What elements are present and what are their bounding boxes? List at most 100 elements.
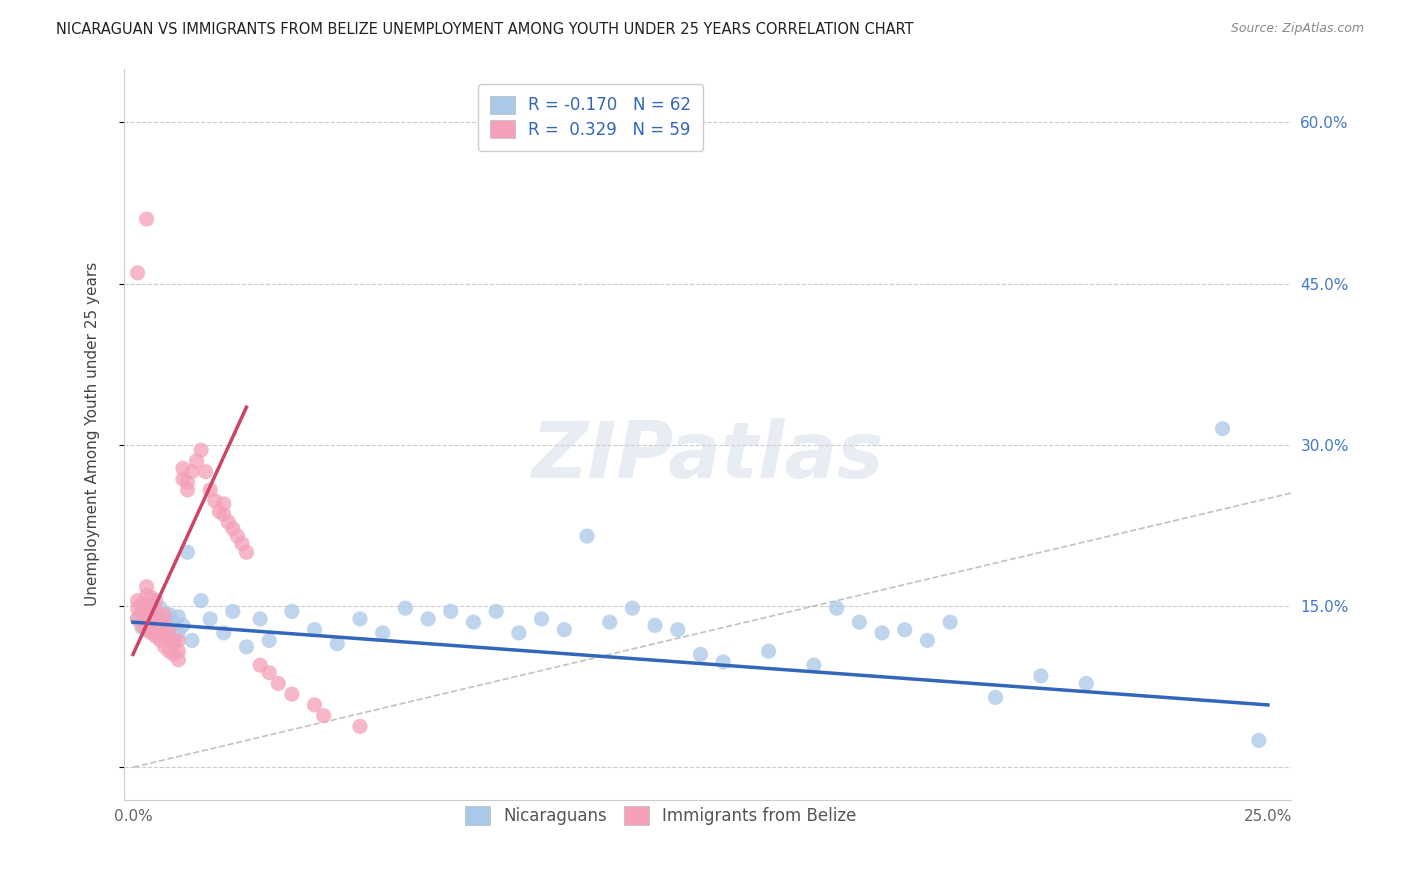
Point [190,443,212,458]
Point [349,612,371,626]
Point [217,515,239,529]
Point [803,658,825,673]
Point [167,644,190,658]
Text: ZIPatlas: ZIPatlas [531,418,883,494]
Point [131,604,153,618]
Point [127,601,149,615]
Point [141,615,163,629]
Point [1076,676,1098,690]
Point [644,618,666,632]
Point [1029,669,1052,683]
Point [141,601,163,615]
Point [176,475,198,490]
Point [304,623,326,637]
Point [267,676,290,690]
Point [666,623,689,637]
Point [485,604,508,618]
Point [135,212,157,227]
Point [153,618,176,632]
Point [163,615,186,629]
Point [167,633,190,648]
Point [621,601,644,615]
Point [127,266,149,280]
Point [131,604,153,618]
Text: Source: ZipAtlas.com: Source: ZipAtlas.com [1230,22,1364,36]
Point [141,612,163,626]
Point [172,472,194,486]
Point [149,633,172,648]
Point [153,612,176,626]
Point [131,618,153,632]
Point [131,597,153,611]
Point [281,687,304,701]
Point [212,497,235,511]
Point [1247,733,1270,747]
Point [127,593,149,607]
Point [870,626,893,640]
Point [249,612,271,626]
Point [149,612,172,626]
Point [825,601,848,615]
Legend: Nicaraguans, Immigrants from Belize: Nicaraguans, Immigrants from Belize [456,797,866,835]
Point [149,601,172,615]
Point [416,612,439,626]
Point [711,655,734,669]
Point [153,629,176,643]
Point [145,609,167,624]
Point [163,648,186,662]
Point [135,607,157,622]
Point [141,599,163,613]
Point [172,461,194,475]
Point [231,536,253,550]
Point [145,626,167,640]
Point [312,708,335,723]
Point [181,465,204,479]
Point [141,626,163,640]
Point [190,593,212,607]
Point [553,623,575,637]
Point [135,599,157,613]
Point [198,483,221,497]
Y-axis label: Unemployment Among Youth under 25 years: Unemployment Among Youth under 25 years [86,262,100,607]
Point [163,633,186,648]
Point [939,615,962,629]
Point [198,612,221,626]
Point [1211,422,1233,436]
Point [149,623,172,637]
Point [440,604,463,618]
Point [222,604,245,618]
Point [157,623,180,637]
Text: NICARAGUAN VS IMMIGRANTS FROM BELIZE UNEMPLOYMENT AMONG YOUTH UNDER 25 YEARS COR: NICARAGUAN VS IMMIGRANTS FROM BELIZE UNE… [56,22,914,37]
Point [176,545,198,559]
Point [204,493,226,508]
Point [212,626,235,640]
Point [222,522,245,536]
Point [212,508,235,522]
Point [304,698,326,712]
Point [167,653,190,667]
Point [157,633,180,648]
Point [145,615,167,629]
Point [257,633,280,648]
Point [508,626,530,640]
Point [145,593,167,607]
Point [181,633,204,648]
Point [848,615,870,629]
Point [235,545,257,559]
Point [145,629,167,643]
Point [131,621,153,635]
Point [984,690,1007,705]
Point [249,658,271,673]
Point [135,580,157,594]
Point [463,615,485,629]
Point [157,607,180,622]
Point [167,626,190,640]
Point [599,615,621,629]
Point [141,591,163,605]
Point [172,618,194,632]
Point [349,719,371,733]
Point [167,609,190,624]
Point [281,604,304,618]
Point [530,612,553,626]
Point [758,644,780,658]
